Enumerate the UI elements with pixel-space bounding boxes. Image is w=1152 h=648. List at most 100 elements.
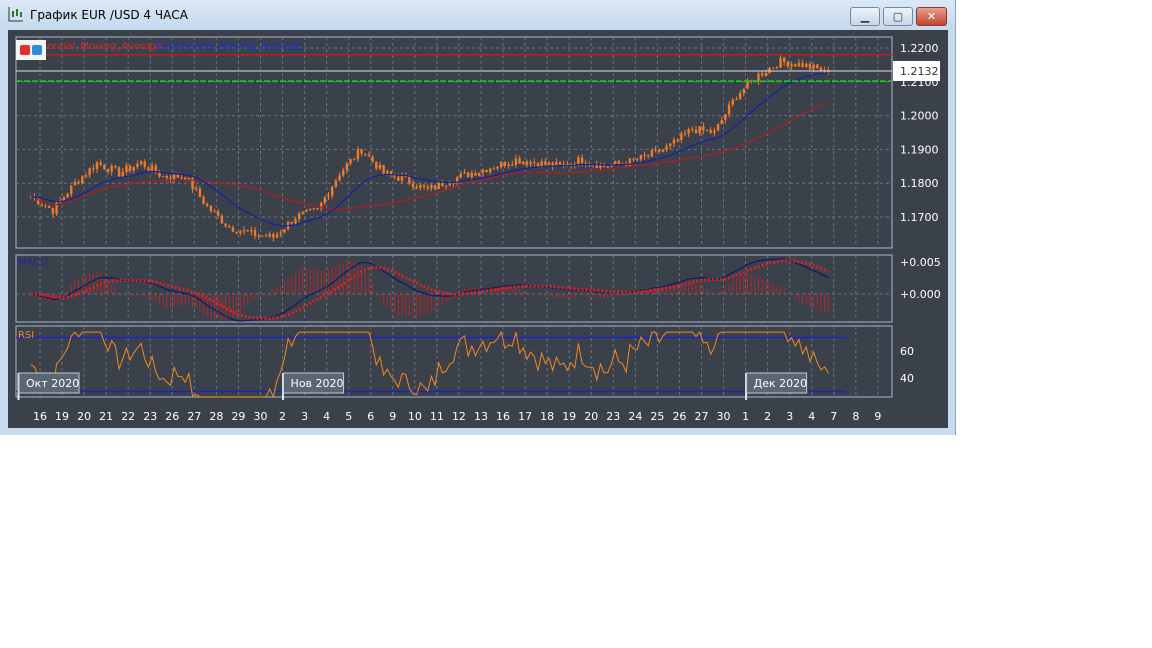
candle-body xyxy=(720,120,723,124)
title-bar: График EUR /USD 4 ЧАСА ▁ ▢ ✕ xyxy=(0,0,955,30)
date-label: 13 xyxy=(474,410,488,423)
candle-body xyxy=(746,81,749,89)
current-price-box xyxy=(893,60,940,81)
main-plot-frame xyxy=(15,36,893,249)
macd-signal-line xyxy=(30,259,829,321)
candle-body xyxy=(95,162,99,170)
rsi-tick-label: 60 xyxy=(900,345,914,358)
candle-body xyxy=(797,63,801,67)
candle-body xyxy=(257,235,260,237)
date-label: 26 xyxy=(672,410,686,423)
candle-body xyxy=(393,174,396,177)
candle-body xyxy=(522,161,525,164)
date-label: 2 xyxy=(764,410,771,423)
candle-body xyxy=(709,130,712,133)
minimize-button[interactable]: ▁ xyxy=(850,7,880,26)
price-tick-label: 1.2200 xyxy=(900,42,939,55)
candle-body xyxy=(224,223,227,227)
candle-body xyxy=(84,175,88,177)
candle-body xyxy=(749,80,753,82)
candle-body xyxy=(132,166,135,171)
candle-body xyxy=(268,233,271,237)
current-price-label: 1.2132 xyxy=(900,65,939,78)
candle-body xyxy=(165,176,169,178)
date-label: 26 xyxy=(165,410,179,423)
date-label: 3 xyxy=(301,410,308,423)
chart-panel[interactable] xyxy=(8,30,948,428)
rsi-panel-frame xyxy=(15,325,893,398)
candle-body xyxy=(228,226,231,228)
candle-body xyxy=(433,185,437,189)
candle-body xyxy=(404,176,407,178)
candle-body xyxy=(275,234,279,238)
candle-body xyxy=(584,163,587,165)
candle-body xyxy=(415,187,418,189)
candle-body xyxy=(161,176,165,178)
month-label: Нов 2020 xyxy=(291,377,344,390)
candle-body xyxy=(272,233,275,238)
date-label: 17 xyxy=(518,410,532,423)
candle-body xyxy=(308,208,312,210)
candle-body xyxy=(731,99,734,105)
date-label: 12 xyxy=(452,410,466,423)
close-button[interactable]: ✕ xyxy=(916,7,947,26)
candle-body xyxy=(683,133,687,135)
close-icon: ✕ xyxy=(926,10,937,23)
date-label: 4 xyxy=(808,410,815,423)
candle-body xyxy=(466,172,470,178)
date-label: 21 xyxy=(99,410,113,423)
date-label: 29 xyxy=(231,410,245,423)
candle-body xyxy=(195,188,198,190)
candle-body xyxy=(547,162,551,165)
date-label: 22 xyxy=(121,410,135,423)
candle-body xyxy=(378,164,382,169)
candle-body xyxy=(125,165,128,172)
date-label: 6 xyxy=(367,410,374,423)
candle-body xyxy=(643,154,646,156)
date-label: 9 xyxy=(389,410,396,423)
candle-body xyxy=(55,202,58,214)
candle-body xyxy=(455,177,459,183)
candle-body xyxy=(51,207,55,214)
chart-canvas[interactable]: 1.22001.21001.20001.19001.18001.17001.21… xyxy=(0,0,955,435)
candle-body xyxy=(40,204,44,206)
month-label-box xyxy=(18,372,80,394)
candle-body xyxy=(558,162,562,165)
date-label: 23 xyxy=(606,410,620,423)
candle-body xyxy=(481,169,485,173)
candle-body xyxy=(150,165,154,171)
price-tick-label: 1.1900 xyxy=(900,143,939,156)
candle-body xyxy=(448,183,451,186)
candle-body xyxy=(220,215,224,224)
candle-body xyxy=(573,164,576,166)
month-label: Дек 2020 xyxy=(754,377,808,390)
candle-body xyxy=(632,158,635,160)
candle-body xyxy=(540,161,543,168)
candle-body xyxy=(580,157,584,164)
candle-body xyxy=(143,161,146,168)
legend-ema-label: Exponential_Moving_Average xyxy=(156,41,302,52)
candle-body xyxy=(647,155,650,157)
candle-body xyxy=(676,139,679,141)
macd-panel-frame xyxy=(15,254,893,323)
candle-body xyxy=(261,235,264,237)
candle-body xyxy=(577,157,580,166)
candle-body xyxy=(147,167,150,171)
maximize-button[interactable]: ▢ xyxy=(883,7,913,26)
candle-body xyxy=(474,173,477,176)
candle-body xyxy=(70,185,73,195)
candle-body xyxy=(231,227,235,232)
candle-body xyxy=(176,174,180,178)
candle-body xyxy=(397,176,400,181)
candle-body xyxy=(441,182,444,186)
candle-body xyxy=(485,169,488,173)
candle-body xyxy=(103,164,106,170)
candle-body xyxy=(253,230,257,236)
candle-body xyxy=(536,163,540,168)
candle-body xyxy=(279,232,282,235)
candle-body xyxy=(246,230,249,232)
date-label: 18 xyxy=(540,410,554,423)
candle-body xyxy=(114,165,117,168)
candle-body xyxy=(360,149,363,154)
candle-body xyxy=(775,67,779,69)
